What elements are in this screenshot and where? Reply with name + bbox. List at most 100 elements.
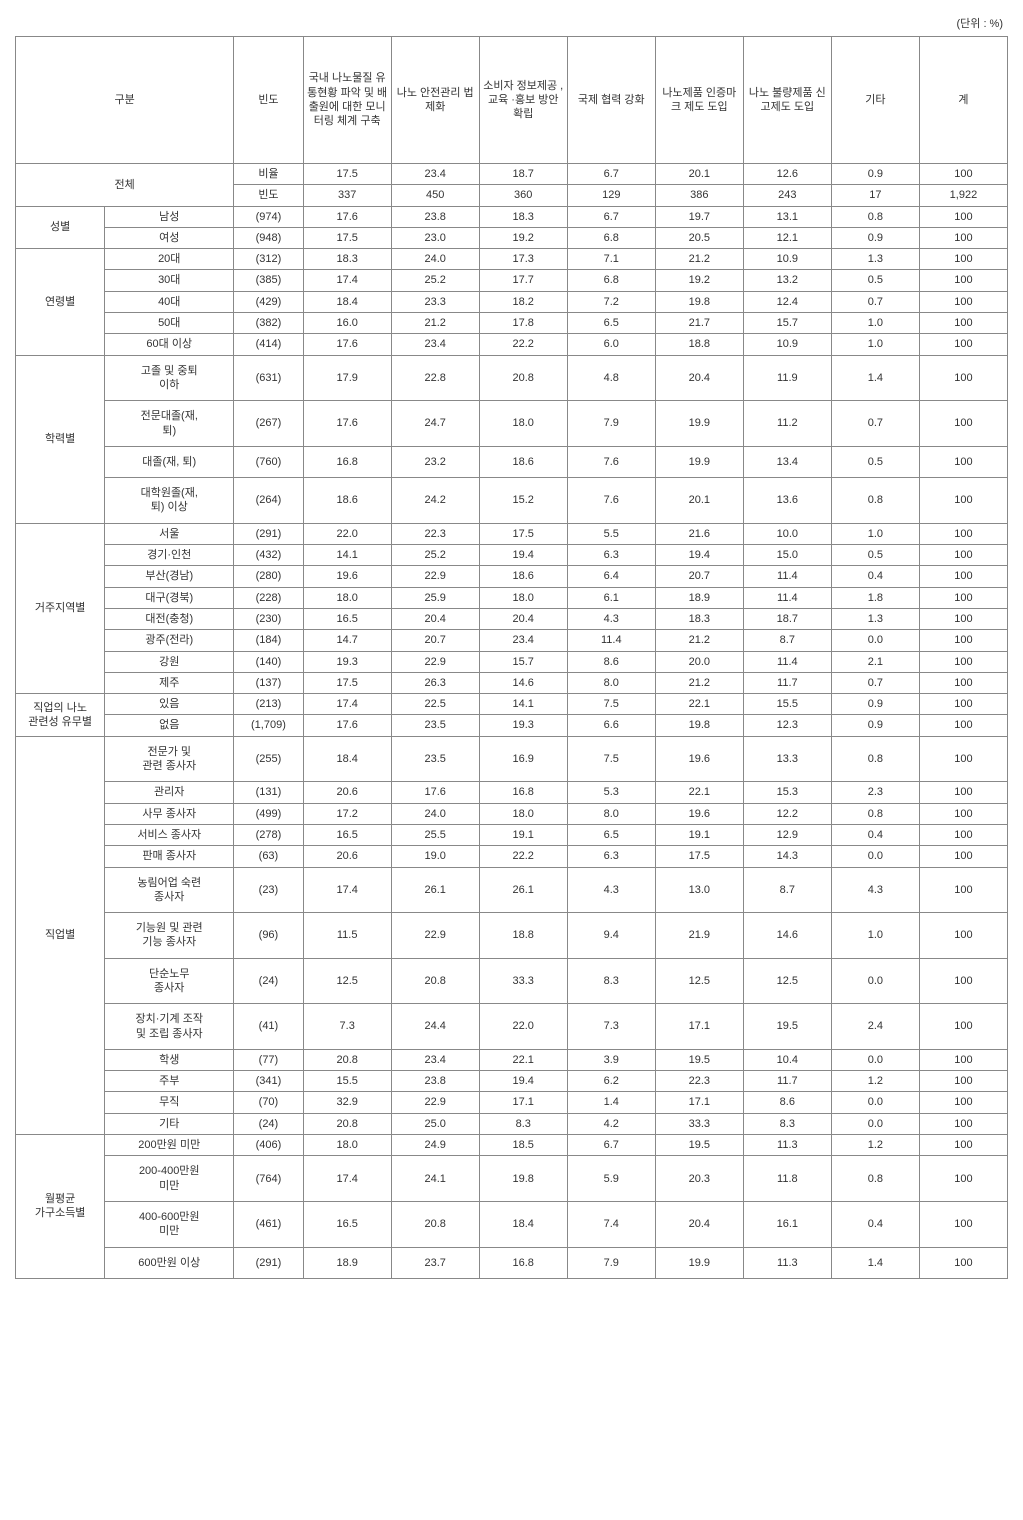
row-label: 대구(경북) <box>105 587 234 608</box>
cell-value: 8.3 <box>479 1113 567 1134</box>
cell-value: 0.4 <box>831 566 919 587</box>
cell-value: 22.0 <box>479 1004 567 1050</box>
cell-value: 19.2 <box>655 270 743 291</box>
cell-value: 100 <box>919 608 1007 629</box>
cell-value: 19.1 <box>655 824 743 845</box>
cell-value: 20.3 <box>655 1156 743 1202</box>
cell-value: 12.1 <box>743 227 831 248</box>
cell-value: 11.5 <box>303 913 391 959</box>
cell-value: 18.0 <box>303 1135 391 1156</box>
cell-value: 0.8 <box>831 803 919 824</box>
cell-value: 0.7 <box>831 672 919 693</box>
cell-value: 100 <box>919 249 1007 270</box>
row-freq: (23) <box>234 867 303 913</box>
cell-value: 5.3 <box>567 782 655 803</box>
row-label: 부산(경남) <box>105 566 234 587</box>
cell-value: 100 <box>919 1092 1007 1113</box>
cell-value: 20.4 <box>479 608 567 629</box>
row-label: 주부 <box>105 1071 234 1092</box>
table-row: 주부(341)15.523.819.46.222.311.71.2100 <box>16 1071 1008 1092</box>
table-row: 직업별전문가 및관련 종사자(255)18.423.516.97.519.613… <box>16 736 1008 782</box>
cell-value: 18.0 <box>303 587 391 608</box>
cell-value: 6.3 <box>567 545 655 566</box>
cell-value: 20.7 <box>655 566 743 587</box>
cell-value: 11.3 <box>743 1135 831 1156</box>
cell-value: 17.4 <box>303 694 391 715</box>
row-freq: (41) <box>234 1004 303 1050</box>
row-label: 사무 종사자 <box>105 803 234 824</box>
unit-label: (단위 : %) <box>15 15 1008 31</box>
cell-value: 11.7 <box>743 1071 831 1092</box>
row-freq: (24) <box>234 1113 303 1134</box>
cell-value: 13.6 <box>743 478 831 524</box>
row-freq: (499) <box>234 803 303 824</box>
table-row: 제주(137)17.526.314.68.021.211.70.7100 <box>16 672 1008 693</box>
cell-value: 17.5 <box>303 227 391 248</box>
row-freq: (213) <box>234 694 303 715</box>
row-label: 서울 <box>105 523 234 544</box>
row-label: 대학원졸(재,퇴) 이상 <box>105 478 234 524</box>
cell-value: 20.8 <box>303 1049 391 1070</box>
header-row: 구분 빈도 국내 나노물질 유통현황 파악 및 배출원에 대한 모니터링 체계 … <box>16 37 1008 164</box>
cell-value: 17.5 <box>479 523 567 544</box>
cell-value: 23.3 <box>391 291 479 312</box>
cell-value: 4.8 <box>567 355 655 401</box>
cell-value: 15.7 <box>479 651 567 672</box>
cell-value: 100 <box>919 545 1007 566</box>
cell-value: 18.0 <box>479 401 567 447</box>
row-freq: (341) <box>234 1071 303 1092</box>
cell-value: 6.5 <box>567 824 655 845</box>
cell-value: 13.3 <box>743 736 831 782</box>
cell-value: 100 <box>919 334 1007 355</box>
cell-value: 22.9 <box>391 1092 479 1113</box>
header-col4: 국제 협력 강화 <box>567 37 655 164</box>
row-freq: (63) <box>234 846 303 867</box>
cell-value: 0.4 <box>831 824 919 845</box>
table-row: 30대(385)17.425.217.76.819.213.20.5100 <box>16 270 1008 291</box>
table-row: 거주지역별서울(291)22.022.317.55.521.610.01.010… <box>16 523 1008 544</box>
table-row: 경기·인천(432)14.125.219.46.319.415.00.5100 <box>16 545 1008 566</box>
cell-value: 20.8 <box>391 1201 479 1247</box>
row-freq: (414) <box>234 334 303 355</box>
table-row: 600만원 이상(291)18.923.716.87.919.911.31.41… <box>16 1247 1008 1278</box>
cell-value: 14.6 <box>743 913 831 959</box>
cell-value: 22.8 <box>391 355 479 401</box>
cell-value: 11.9 <box>743 355 831 401</box>
cell-value: 0.9 <box>831 227 919 248</box>
cell-value: 13.2 <box>743 270 831 291</box>
cell-value: 1.0 <box>831 313 919 334</box>
cell-value: 22.1 <box>655 782 743 803</box>
row-freq: (24) <box>234 958 303 1004</box>
row-freq: (264) <box>234 478 303 524</box>
cell-value: 22.9 <box>391 651 479 672</box>
cell-value: 100 <box>919 913 1007 959</box>
table-row: 장치·기계 조작및 조립 종사자(41)7.324.422.07.317.119… <box>16 1004 1008 1050</box>
cell-value: 18.6 <box>303 478 391 524</box>
cell-value: 1.4 <box>567 1092 655 1113</box>
cell-value: 24.2 <box>391 478 479 524</box>
cell-value: 24.0 <box>391 803 479 824</box>
cell-value: 15.2 <box>479 478 567 524</box>
cell-value: 11.4 <box>567 630 655 651</box>
cell-value: 6.1 <box>567 587 655 608</box>
cell-value: 19.4 <box>655 545 743 566</box>
cell-value: 8.0 <box>567 672 655 693</box>
cell-value: 0.7 <box>831 401 919 447</box>
row-label: 판매 종사자 <box>105 846 234 867</box>
cell-value: 20.4 <box>655 1201 743 1247</box>
row-freq: (255) <box>234 736 303 782</box>
cell-value: 100 <box>919 1113 1007 1134</box>
row-label: 관리자 <box>105 782 234 803</box>
row-label: 무직 <box>105 1092 234 1113</box>
row-label: 남성 <box>105 206 234 227</box>
row-freq: (291) <box>234 1247 303 1278</box>
table-row: 농림어업 숙련종사자(23)17.426.126.14.313.08.74.31… <box>16 867 1008 913</box>
cell-value: 19.9 <box>655 401 743 447</box>
cell-value: 6.2 <box>567 1071 655 1092</box>
cell-value: 19.5 <box>655 1135 743 1156</box>
cell-value: 22.3 <box>391 523 479 544</box>
cell-value: 22.3 <box>655 1071 743 1092</box>
cell-value: 23.4 <box>479 630 567 651</box>
row-freq: (137) <box>234 672 303 693</box>
cell-value: 22.9 <box>391 566 479 587</box>
